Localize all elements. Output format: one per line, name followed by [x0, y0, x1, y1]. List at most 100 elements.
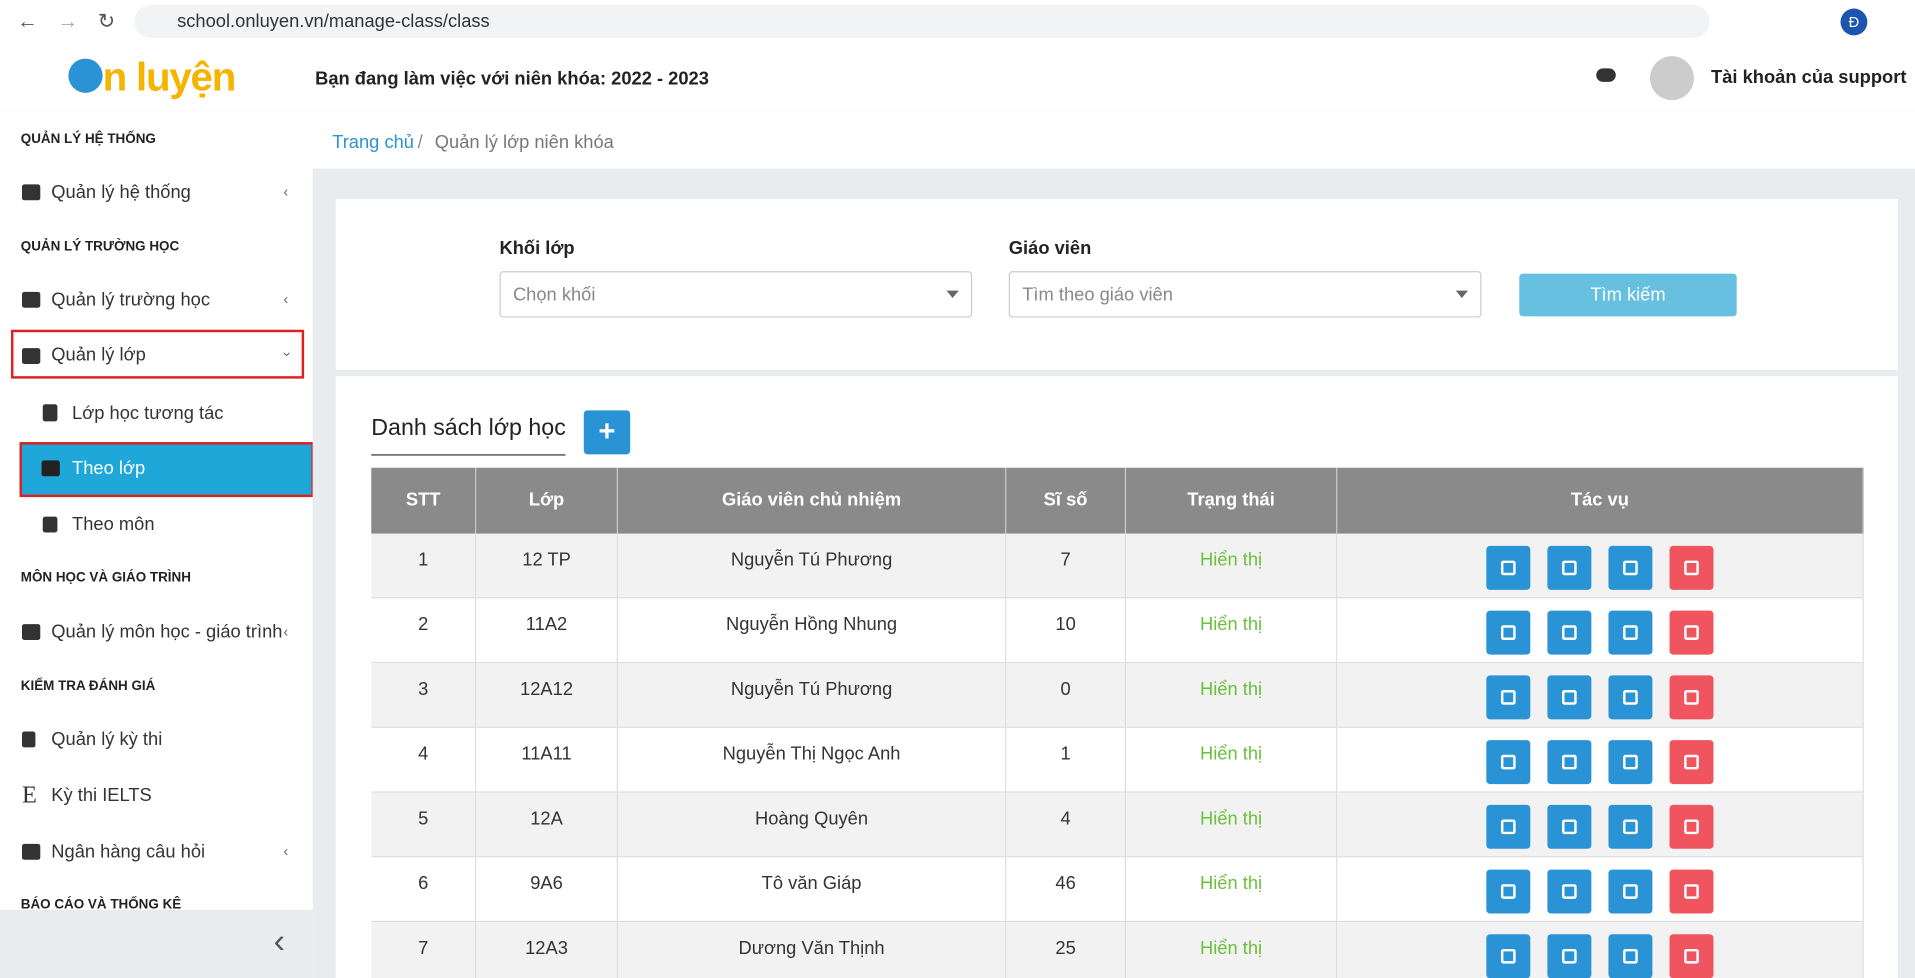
edit-button[interactable] [1486, 934, 1531, 978]
cloud-icon[interactable] [1596, 68, 1616, 82]
menu-item[interactable]: Quản lý hệ thống [51, 181, 191, 203]
column-header: STT [371, 467, 477, 534]
stats-button[interactable] [1547, 545, 1592, 590]
cell: 9A6 [476, 857, 618, 923]
cell: 0 [1006, 663, 1127, 728]
icon [21, 843, 41, 860]
edit-button[interactable] [1486, 740, 1531, 785]
cell: 46 [1006, 857, 1127, 923]
account[interactable]: Tài khoản của support [1711, 67, 1907, 88]
delete-button[interactable] [1669, 869, 1714, 914]
chevron: ‹ [283, 622, 289, 640]
delete-button[interactable] [1669, 934, 1714, 978]
placeholder: Chọn khối [512, 284, 596, 306]
collapse-button[interactable]: ‹ [273, 922, 285, 960]
cell [1337, 727, 1864, 793]
list-title: Danh sách lớp học [371, 415, 566, 456]
menu-item[interactable]: Quản lý trường học [51, 289, 211, 311]
cell: Tô văn Giáp [617, 857, 1007, 923]
column-header: Trạng thái [1126, 467, 1338, 534]
edit-button[interactable] [1486, 675, 1531, 720]
edit-button[interactable] [1486, 610, 1531, 655]
export-button[interactable] [1608, 934, 1653, 978]
stats-button[interactable] [1547, 869, 1592, 914]
profile-button[interactable]: Đ [1840, 8, 1868, 36]
menu-item[interactable]: Kỳ thi IELTS [51, 785, 152, 807]
grade-select[interactable]: Chọn khối [499, 271, 973, 318]
active-item[interactable] [19, 442, 314, 498]
edit-button[interactable] [1486, 545, 1531, 590]
cell: Hiển thị [1126, 663, 1338, 728]
filter-label: Khối lớp [499, 238, 575, 259]
section-title: BÁO CÁO VÀ THỐNG KÊ [20, 897, 182, 913]
menu-item[interactable]: Ngân hàng câu hỏi [51, 841, 206, 863]
stats-button[interactable] [1547, 804, 1592, 849]
cell: Nguyễn Tú Phương [617, 533, 1007, 599]
teacher-select[interactable]: Tìm theo giáo viên [1008, 271, 1482, 318]
icon [21, 731, 36, 748]
cell [1337, 857, 1864, 923]
cell: Hoàng Quyên [617, 792, 1007, 858]
breadcrumb: Trang chủ / Quản lý lớp niên khóa [312, 111, 1915, 169]
cell [1337, 922, 1864, 978]
cell: 25 [1006, 922, 1127, 978]
stats-button[interactable] [1547, 675, 1592, 720]
delete-button[interactable] [1669, 675, 1714, 720]
submenu-item[interactable]: Lớp học tương tác [72, 403, 224, 424]
delete-button[interactable] [1669, 545, 1714, 590]
back-button[interactable]: ← [17, 9, 38, 33]
url: school.onluyen.vn/manage-class/class [177, 10, 490, 32]
export-button[interactable] [1608, 869, 1653, 914]
delete-button[interactable] [1669, 610, 1714, 655]
icon [41, 460, 60, 477]
forward-button[interactable]: → [57, 9, 79, 33]
breadcrumb-current: Quản lý lớp niên khóa [434, 131, 614, 153]
cell: Nguyễn Hồng Nhung [617, 598, 1007, 664]
export-button[interactable] [1608, 740, 1653, 785]
cell: 4 [371, 727, 477, 793]
edit-button[interactable] [1486, 804, 1531, 849]
delete-button[interactable] [1669, 740, 1714, 785]
sidebar [0, 111, 313, 978]
stats-button[interactable] [1547, 934, 1592, 978]
cell: Hiển thị [1126, 727, 1338, 793]
export-button[interactable] [1608, 610, 1653, 655]
menu-item[interactable]: Quản lý lớp [51, 344, 146, 366]
submenu-item[interactable]: Theo môn [72, 514, 155, 535]
export-button[interactable] [1608, 804, 1653, 849]
add-button[interactable]: + [583, 410, 631, 455]
menu-item[interactable]: Quản lý môn học - giáo trình [51, 621, 283, 643]
export-button[interactable] [1608, 675, 1653, 720]
cell: 10 [1006, 598, 1127, 664]
search-button[interactable]: Tìm kiếm [1519, 273, 1737, 317]
cell [1337, 792, 1864, 858]
logo-owl [68, 58, 103, 93]
cell: 12A3 [476, 922, 618, 978]
header: n luyện Bạn đang làm việc với niên khóa:… [0, 43, 1915, 113]
cell: Hiển thị [1126, 922, 1338, 978]
chevron: ‹ [277, 351, 295, 357]
avatar[interactable] [1649, 56, 1694, 101]
stats-button[interactable] [1547, 740, 1592, 785]
stats-button[interactable] [1547, 610, 1592, 655]
cell: 1 [371, 533, 477, 599]
cell: Hiển thị [1126, 533, 1338, 599]
delete-button[interactable] [1669, 804, 1714, 849]
cell: 7 [371, 922, 477, 978]
export-button[interactable] [1608, 545, 1653, 590]
address-bar[interactable] [134, 4, 1710, 38]
logo[interactable]: n luyện [102, 53, 237, 99]
cell: 12A [476, 792, 618, 858]
cell [1337, 533, 1864, 599]
cell: 7 [1006, 533, 1127, 599]
submenu-item[interactable]: Theo lớp [72, 457, 146, 479]
reload-button[interactable]: ↻ [97, 9, 116, 33]
chevron: ‹ [283, 842, 289, 860]
edit-button[interactable] [1486, 869, 1531, 914]
cell: 11A11 [476, 727, 618, 793]
icon [21, 184, 41, 201]
breadcrumb-link[interactable]: Trang chủ [332, 131, 415, 153]
browser-bar: ← → ↻ school.onluyen.vn/manage-class/cla… [0, 0, 1915, 46]
menu-item[interactable]: Quản lý kỳ thi [51, 729, 163, 750]
